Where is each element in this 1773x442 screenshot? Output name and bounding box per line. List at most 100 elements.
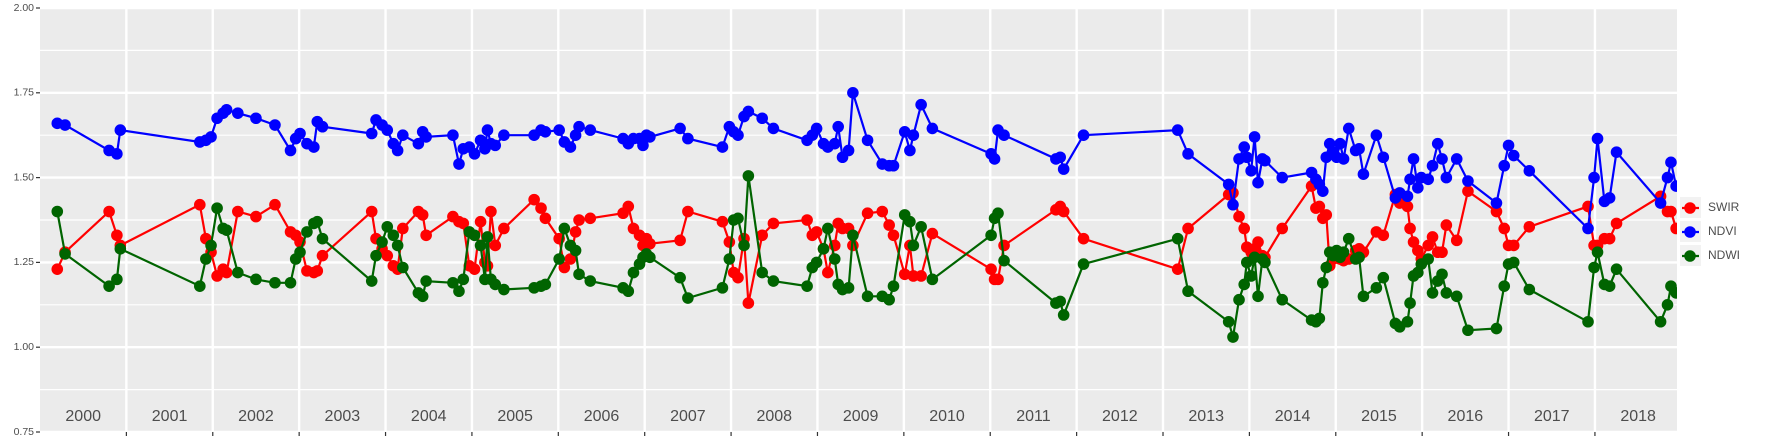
point [1523,283,1536,296]
point [985,263,997,275]
point [1377,229,1390,242]
point [397,261,409,274]
point [1077,232,1090,245]
point [738,239,750,252]
point [861,134,874,147]
point [232,205,244,218]
point [447,276,459,289]
point [1440,171,1453,184]
point [682,292,694,304]
point [584,275,597,287]
point [1665,205,1677,218]
point [767,122,780,135]
point [200,253,212,265]
point [1276,293,1289,306]
point [397,222,409,235]
point [1610,146,1623,158]
point [907,239,920,252]
point [114,243,127,255]
point [489,278,502,291]
point [810,122,823,135]
year-label: 2005 [497,408,533,425]
point [284,276,297,289]
point [553,253,565,265]
point [573,214,585,226]
point [412,137,425,150]
point [904,144,916,157]
point [539,278,552,291]
point [1436,268,1448,281]
point [644,131,656,143]
point [1245,165,1257,177]
point [420,275,432,287]
point [111,229,123,242]
point [992,273,1004,286]
point [1436,246,1448,259]
point [468,148,481,160]
point [985,229,997,242]
point [876,205,889,218]
point [887,280,900,292]
point [294,246,306,259]
point [1171,232,1184,245]
point [311,215,324,228]
point [767,275,780,287]
point [1233,293,1245,306]
point [1591,246,1604,259]
point [674,122,686,135]
point [111,273,123,286]
point [742,105,755,118]
point [1523,220,1536,233]
point [205,239,217,252]
point [1320,261,1333,274]
point [1252,236,1264,248]
point [1404,173,1416,186]
y-tick-label: 1.50 [14,171,35,183]
point [1238,278,1251,291]
point [498,283,510,296]
point [1337,153,1350,165]
point [1670,180,1677,192]
point [644,251,656,264]
point [1670,287,1677,299]
point [453,285,465,298]
point [732,271,744,284]
point [194,280,206,292]
point [682,132,694,145]
y-tick-label: 2.00 [14,2,35,14]
point [1407,153,1420,165]
point [1227,198,1239,211]
plot-area [51,87,1677,343]
point [1238,141,1251,153]
point [1353,251,1365,264]
point [644,237,656,250]
point [1227,331,1239,343]
point [376,236,388,248]
point [1057,163,1070,175]
point [370,249,382,262]
point [1377,271,1390,284]
point [569,244,582,257]
point [1498,159,1511,172]
point [59,119,71,131]
point [194,198,206,211]
point [1057,309,1070,321]
point [1603,192,1616,204]
point [822,222,834,235]
point [573,268,585,281]
point [535,202,547,214]
point [301,226,313,238]
point [1412,181,1424,194]
y-tick-label: 1.25 [14,256,35,268]
point [468,263,481,275]
point [1182,285,1194,298]
point [564,141,577,153]
point [420,229,432,242]
point [1588,171,1600,184]
point [992,207,1004,220]
point [847,87,859,99]
point [1233,210,1245,223]
point [810,226,823,238]
point [904,215,916,228]
